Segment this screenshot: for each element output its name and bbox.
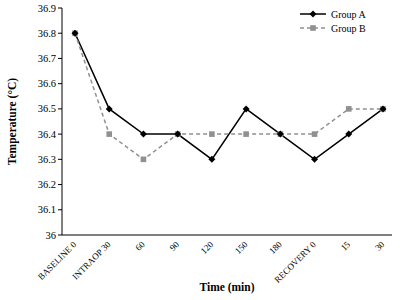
- y-tick-label: 36: [46, 230, 57, 241]
- y-tick-label: 36.5: [38, 103, 56, 114]
- point: [312, 131, 318, 137]
- x-tick-label: 120: [199, 239, 216, 256]
- legend-label: Group A: [331, 9, 367, 20]
- y-tick: [58, 83, 62, 84]
- y-tick: [58, 108, 62, 109]
- y-tick-label: 36.8: [38, 28, 56, 39]
- y-tick: [58, 8, 62, 9]
- x-axis-title: Time (min): [199, 281, 254, 294]
- y-tick-label: 36.4: [38, 129, 57, 140]
- point: [277, 131, 284, 138]
- point: [345, 131, 352, 138]
- legend-marker: [310, 25, 316, 31]
- x-tick-label: INTRAOP 30: [70, 239, 113, 282]
- point: [380, 105, 387, 112]
- point: [72, 30, 79, 37]
- x-tick-label: 15: [339, 239, 353, 253]
- point: [209, 131, 215, 137]
- y-tick-label: 36.3: [38, 154, 56, 165]
- y-tick-label: 36.1: [38, 204, 56, 215]
- x-tick-label: 30: [373, 239, 387, 253]
- point: [141, 157, 147, 163]
- plot-area: [72, 30, 387, 163]
- series-line: [75, 33, 383, 159]
- y-tick: [58, 33, 62, 34]
- y-tick-label: 36.7: [38, 53, 56, 64]
- y-tick: [58, 209, 62, 210]
- series-line: [75, 33, 383, 159]
- legend-label: Group B: [331, 23, 366, 34]
- y-tick: [58, 184, 62, 185]
- point: [175, 131, 181, 137]
- x-tick-label: 150: [233, 239, 250, 256]
- point: [208, 156, 215, 163]
- point: [140, 131, 147, 138]
- legend: Group A Group B: [300, 9, 367, 34]
- point: [106, 131, 112, 137]
- y-tick: [58, 134, 62, 135]
- point: [72, 30, 78, 36]
- chart: 3636.136.236.336.436.536.636.736.836.9BA…: [0, 0, 400, 300]
- x-tick-label: 60: [133, 239, 147, 253]
- point: [311, 156, 318, 163]
- y-tick-label: 36.9: [38, 3, 56, 14]
- y-tick: [58, 235, 62, 236]
- y-tick: [58, 58, 62, 59]
- x-tick-label: RECOVERY 0: [272, 239, 318, 285]
- y-axis: [62, 8, 63, 235]
- y-tick-label: 36.6: [38, 78, 56, 89]
- point: [346, 106, 352, 112]
- point: [243, 131, 249, 137]
- x-tick-label: 90: [168, 239, 182, 253]
- point: [243, 105, 250, 112]
- legend-marker: [310, 11, 317, 18]
- y-axis-title: Temperature (°C): [6, 78, 19, 165]
- point: [380, 106, 386, 112]
- point: [174, 131, 181, 138]
- point: [106, 105, 113, 112]
- y-tick-label: 36.2: [38, 179, 56, 190]
- x-axis: [62, 235, 392, 236]
- point: [278, 131, 284, 137]
- x-tick-label: 180: [267, 239, 284, 256]
- y-tick: [58, 159, 62, 160]
